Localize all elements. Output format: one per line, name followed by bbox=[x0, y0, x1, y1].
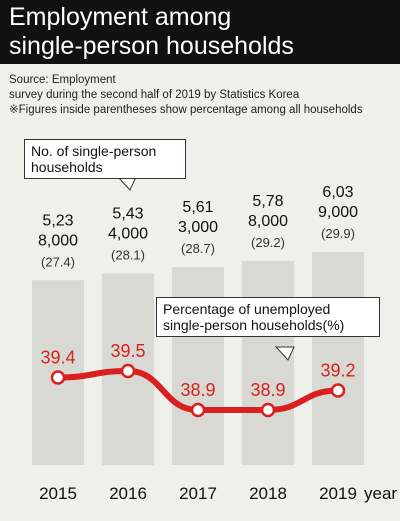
line-point bbox=[50, 370, 66, 385]
bar-share-label: (28.1) bbox=[111, 247, 145, 262]
x-axis-unit-label: year bbox=[364, 484, 397, 503]
x-tick-label: 2019 bbox=[319, 484, 357, 503]
line-value-label: 39.4 bbox=[40, 348, 75, 368]
line-value-label: 38.9 bbox=[180, 380, 215, 400]
bar bbox=[312, 252, 364, 465]
bar-value-label-line1: 6,03 bbox=[322, 184, 353, 201]
bar-value-label-line2: 8,000 bbox=[248, 213, 288, 230]
bar-value-label-line2: 9,000 bbox=[318, 204, 358, 221]
footnote: ※Figures inside parentheses show percent… bbox=[9, 104, 363, 116]
unemployed-callout-pointer bbox=[274, 346, 295, 361]
line-point bbox=[260, 402, 276, 418]
bar-share-label: (27.4) bbox=[41, 254, 75, 269]
chart-title-line-2: single-person households bbox=[9, 32, 294, 60]
line-point bbox=[190, 402, 206, 418]
bar-share-label: (29.9) bbox=[321, 226, 355, 241]
bar-share-label: (29.2) bbox=[251, 235, 285, 250]
line-value-label: 39.2 bbox=[320, 361, 355, 381]
source-line-2: survey during the second half of 2019 by… bbox=[9, 89, 300, 101]
bar-value-label-line2: 8,000 bbox=[38, 232, 78, 249]
bar-share-label: (28.7) bbox=[181, 241, 215, 256]
x-tick-label: 2017 bbox=[179, 484, 217, 503]
line-point bbox=[330, 383, 346, 398]
line-value-label: 39.5 bbox=[110, 341, 145, 361]
title-banner: Employment among single-person household… bbox=[0, 0, 400, 64]
source-line-1: Source: Employment bbox=[9, 74, 116, 86]
line-point bbox=[120, 363, 136, 379]
x-tick-label: 2015 bbox=[39, 484, 77, 503]
households-callout: No. of single-person households bbox=[24, 139, 186, 179]
bar-value-label-line1: 5,23 bbox=[42, 212, 73, 229]
x-tick-label: 2016 bbox=[109, 484, 147, 503]
bar bbox=[242, 260, 294, 465]
bar-value-label-line1: 5,78 bbox=[252, 193, 283, 210]
chart-title-line-1: Employment among bbox=[9, 3, 232, 31]
bar-value-label-line2: 3,000 bbox=[178, 219, 218, 236]
bar-value-label-line2: 4,000 bbox=[108, 225, 148, 242]
x-tick-label: 2018 bbox=[249, 484, 287, 503]
bar-value-label-line1: 5,61 bbox=[182, 199, 213, 216]
unemployed-callout: Percentage of unemployed single-person h… bbox=[156, 297, 380, 337]
line-value-label: 38.9 bbox=[250, 380, 285, 400]
bar-value-label-line1: 5,43 bbox=[112, 205, 143, 222]
